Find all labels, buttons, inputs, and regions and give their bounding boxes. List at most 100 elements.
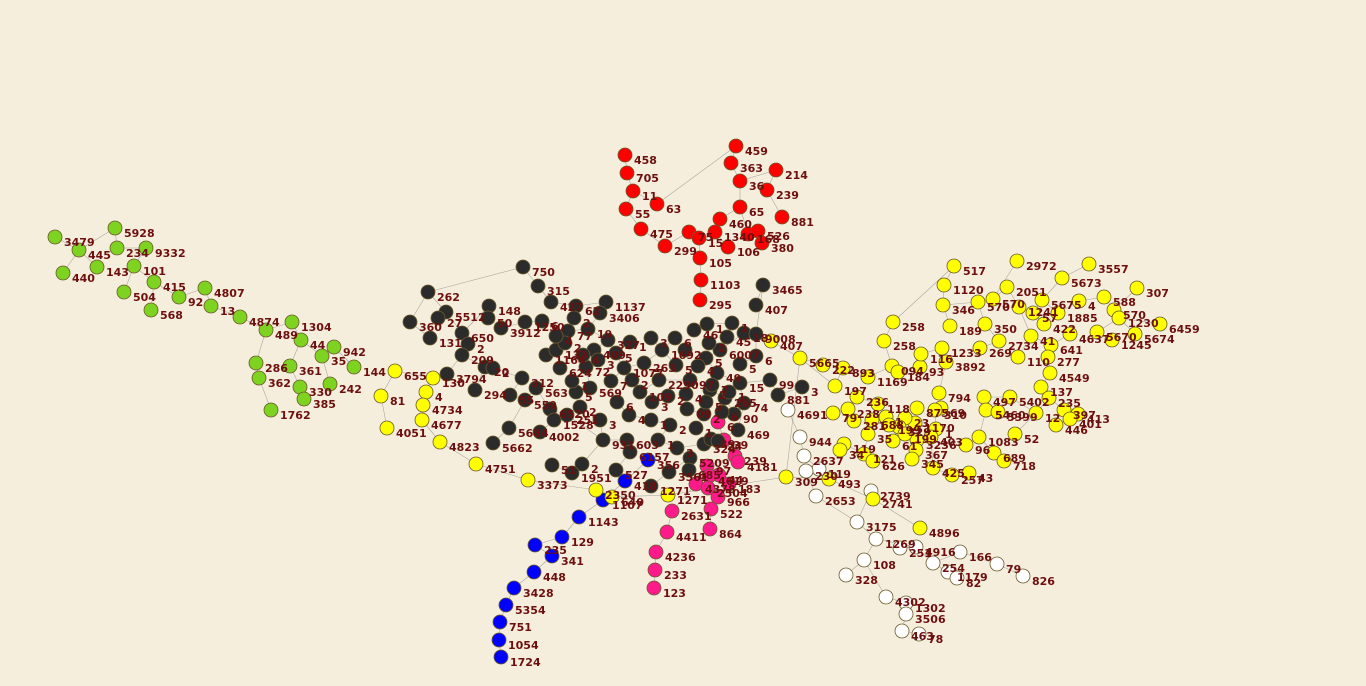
graph-node-yellow[interactable]	[840, 401, 856, 417]
graph-node-yellow[interactable]	[432, 434, 448, 450]
graph-node-yellow[interactable]	[999, 279, 1015, 295]
graph-node-yellow[interactable]	[778, 469, 794, 485]
graph-node-black[interactable]	[544, 457, 560, 473]
graph-node-black[interactable]	[748, 348, 764, 364]
graph-node-yellow[interactable]	[832, 442, 848, 458]
graph-node-white[interactable]	[792, 429, 808, 445]
graph-node-black[interactable]	[609, 394, 625, 410]
graph-node-yellow[interactable]	[923, 429, 939, 445]
graph-node-red[interactable]	[649, 196, 665, 212]
graph-node-yellow[interactable]	[1081, 256, 1097, 272]
graph-node-yellow[interactable]	[825, 405, 841, 421]
graph-node-white[interactable]	[892, 540, 908, 556]
graph-node-yellow[interactable]	[1152, 316, 1168, 332]
graph-node-black[interactable]	[546, 412, 562, 428]
graph-node-green[interactable]	[263, 402, 279, 418]
graph-node-black[interactable]	[682, 372, 698, 388]
graph-node-pink[interactable]	[659, 524, 675, 540]
graph-node-yellow[interactable]	[860, 426, 876, 442]
graph-node-blue[interactable]	[571, 509, 587, 525]
graph-node-yellow[interactable]	[1023, 328, 1039, 344]
graph-node-yellow[interactable]	[1011, 299, 1027, 315]
graph-node-black[interactable]	[632, 384, 648, 400]
graph-node-yellow[interactable]	[876, 333, 892, 349]
graph-node-black[interactable]	[559, 407, 575, 423]
graph-node-black[interactable]	[770, 387, 786, 403]
graph-node-yellow[interactable]	[520, 472, 536, 488]
graph-node-black[interactable]	[732, 356, 748, 372]
graph-node-red[interactable]	[774, 209, 790, 225]
graph-node-black[interactable]	[548, 328, 564, 344]
graph-node-yellow[interactable]	[763, 333, 779, 349]
graph-node-black[interactable]	[690, 358, 706, 374]
graph-node-black[interactable]	[621, 407, 637, 423]
graph-node-red[interactable]	[728, 138, 744, 154]
graph-node-yellow[interactable]	[418, 384, 434, 400]
graph-node-white[interactable]	[952, 544, 968, 560]
graph-node-black[interactable]	[600, 332, 616, 348]
graph-node-yellow[interactable]	[934, 340, 950, 356]
graph-node-black[interactable]	[732, 375, 748, 391]
graph-node-black[interactable]	[590, 352, 606, 368]
graph-node-red[interactable]	[617, 147, 633, 163]
graph-node-black[interactable]	[592, 305, 608, 321]
graph-node-yellow[interactable]	[373, 388, 389, 404]
graph-node-black[interactable]	[534, 313, 550, 329]
graph-node-blue[interactable]	[491, 632, 507, 648]
graph-node-yellow[interactable]	[849, 389, 865, 405]
graph-node-yellow[interactable]	[991, 333, 1007, 349]
graph-node-black[interactable]	[643, 330, 659, 346]
graph-node-black[interactable]	[608, 462, 624, 478]
graph-node-black[interactable]	[592, 412, 608, 428]
graph-node-yellow[interactable]	[846, 413, 862, 429]
graph-node-yellow[interactable]	[1042, 365, 1058, 381]
graph-node-green[interactable]	[326, 339, 342, 355]
graph-node-blue[interactable]	[492, 614, 508, 630]
graph-node-black[interactable]	[650, 432, 666, 448]
graph-node-black[interactable]	[580, 321, 596, 337]
graph-node-white[interactable]	[838, 567, 854, 583]
graph-node-red[interactable]	[720, 239, 736, 255]
graph-node-green[interactable]	[284, 314, 300, 330]
graph-node-red[interactable]	[625, 183, 641, 199]
graph-node-black[interactable]	[467, 382, 483, 398]
graph-node-yellow[interactable]	[792, 350, 808, 366]
graph-node-blue[interactable]	[506, 580, 522, 596]
graph-node-pink[interactable]	[710, 489, 726, 505]
graph-node-black[interactable]	[622, 444, 638, 460]
graph-node-black[interactable]	[532, 424, 548, 440]
graph-node-yellow[interactable]	[588, 482, 604, 498]
graph-node-black[interactable]	[530, 278, 546, 294]
graph-node-black[interactable]	[661, 464, 677, 480]
graph-node-yellow[interactable]	[1048, 417, 1064, 433]
graph-node-yellow[interactable]	[660, 487, 676, 503]
graph-node-yellow[interactable]	[913, 346, 929, 362]
graph-node-black[interactable]	[719, 329, 735, 345]
graph-node-yellow[interactable]	[604, 489, 620, 505]
graph-node-black[interactable]	[454, 347, 470, 363]
graph-node-black[interactable]	[678, 386, 694, 402]
graph-node-yellow[interactable]	[865, 491, 881, 507]
graph-node-yellow[interactable]	[972, 340, 988, 356]
graph-node-yellow[interactable]	[821, 471, 837, 487]
graph-node-yellow[interactable]	[944, 467, 960, 483]
graph-node-black[interactable]	[616, 360, 632, 376]
graph-node-yellow[interactable]	[897, 426, 913, 442]
graph-node-green[interactable]	[126, 258, 142, 274]
graph-node-red[interactable]	[633, 221, 649, 237]
graph-node-pink[interactable]	[664, 503, 680, 519]
graph-node-yellow[interactable]	[958, 437, 974, 453]
graph-node-black[interactable]	[552, 360, 568, 376]
graph-node-green[interactable]	[322, 376, 338, 392]
graph-node-black[interactable]	[439, 366, 455, 382]
graph-node-yellow[interactable]	[860, 369, 876, 385]
graph-node-black[interactable]	[566, 310, 582, 326]
graph-node-white[interactable]	[868, 531, 884, 547]
graph-node-green[interactable]	[107, 220, 123, 236]
graph-node-green[interactable]	[116, 284, 132, 300]
graph-node-black[interactable]	[420, 284, 436, 300]
graph-node-black[interactable]	[686, 322, 702, 338]
graph-node-red[interactable]	[657, 238, 673, 254]
graph-node-yellow[interactable]	[942, 318, 958, 334]
graph-node-black[interactable]	[710, 433, 726, 449]
